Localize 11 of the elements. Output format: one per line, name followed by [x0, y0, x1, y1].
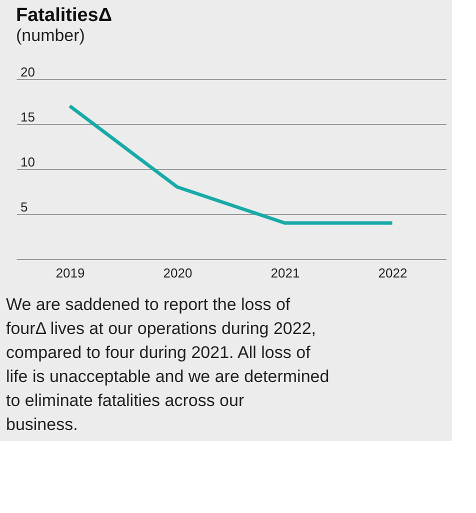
- y-tick-label: 20: [20, 64, 35, 80]
- chart-title: FatalitiesΔ: [16, 5, 112, 26]
- x-tick-label: 2020: [163, 266, 192, 280]
- y-tick-label: 10: [20, 154, 35, 170]
- x-tick-label: 2019: [56, 266, 85, 280]
- x-tick-label: 2022: [378, 266, 408, 280]
- y-tick-label: 15: [20, 110, 35, 124]
- x-tick-label: 2021: [270, 266, 300, 280]
- chart-subtitle: (number): [16, 26, 85, 45]
- y-tick-label: 5: [20, 200, 28, 214]
- text: We are saddened to report the loss of fourΔ lives at our operations during 2022, compared to four during 2021. All loss of life is unacceptable and we are determined to eliminate fatalities across our business.: [6, 295, 330, 434]
